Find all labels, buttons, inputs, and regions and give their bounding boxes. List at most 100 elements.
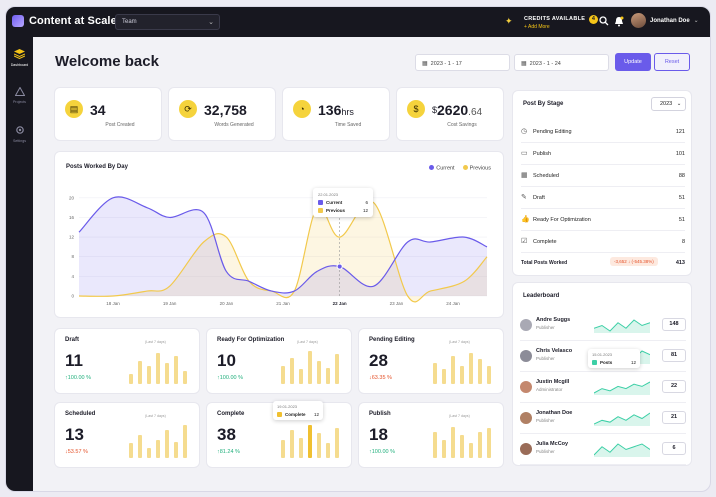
total-label: Total Posts Worked <box>521 260 568 266</box>
chart-plot[interactable]: 0 4 8 12 16 20 18 Jan 19 Jan 20 Jan 21 Jan 22 Jan 2… <box>55 152 503 317</box>
leader-name: Justin Mcgill <box>536 379 570 385</box>
data-point-current[interactable] <box>336 263 343 270</box>
metric-value: 38 <box>217 425 236 444</box>
stat-card-words: ⟳ 32,758 Words Generated <box>169 88 275 140</box>
stat-label: Words Generated <box>214 122 254 128</box>
stage-row[interactable]: ◷ Pending Editing 121 <box>521 121 685 143</box>
add-more-link[interactable]: + Add More <box>524 24 550 30</box>
posts-worked-chart: Posts Worked By Day Current Previous 0 4 8… <box>55 152 503 317</box>
sparkline-line <box>594 381 650 394</box>
leader-score: 22 <box>662 380 686 393</box>
post-by-stage-card: Post By Stage 2023 ⌄ ◷ Pending Editing 121… <box>513 91 691 275</box>
sparkline-line <box>594 443 650 456</box>
metric-bar <box>478 359 482 384</box>
stat-number: 2620 <box>437 102 469 118</box>
coins-icon: $ <box>407 100 425 118</box>
metric-bar-chart <box>433 351 491 384</box>
metric-bar <box>129 443 133 458</box>
leaderboard-row[interactable]: Andre Suggs Publisher 148 <box>520 311 686 341</box>
metric-bar <box>326 443 330 458</box>
tooltip-date: 22.01.2023 <box>318 192 339 197</box>
year-select[interactable]: 2023 ⌄ <box>651 97 686 111</box>
stat-decimal: .64 <box>468 107 483 118</box>
metric-value: 11 <box>65 351 83 370</box>
check-icon: ☑ <box>521 238 528 245</box>
leader-name: Chris Velasco <box>536 348 573 354</box>
sidebar-item-settings[interactable]: Settings <box>6 125 33 143</box>
bell-icon[interactable] <box>613 16 624 27</box>
leaderboard-row[interactable]: Jonathan Doe Publisher 21 <box>520 404 686 434</box>
stat-number: 32,758 <box>204 102 247 118</box>
stat-label: Time Saved <box>334 122 362 128</box>
tooltip-row-previous: Previous 12 <box>318 208 368 213</box>
sidebar-item-label: Projects <box>13 100 26 104</box>
metric-title: Scheduled <box>65 411 96 417</box>
update-button[interactable]: Update <box>615 53 651 71</box>
credits-label: CREDITS AVAILABLE 4 <box>524 15 599 24</box>
metric-change: ↑81.24 % <box>217 449 240 455</box>
series-line-previous[interactable] <box>78 200 488 303</box>
tooltip-value: 12 <box>313 412 319 417</box>
y-tick-label: 0 <box>71 294 74 299</box>
stat-number: 34 <box>90 102 106 118</box>
sidebar-item-projects[interactable]: Projects <box>6 86 33 104</box>
metric-bar <box>281 439 285 458</box>
tooltip-swatch <box>592 360 597 365</box>
date-to-value: 2023 - 1 - 24 <box>529 61 561 67</box>
legend-previous[interactable]: Previous <box>462 165 491 172</box>
date-to-input[interactable]: ▦ 2023 - 1 - 24 <box>514 54 609 71</box>
tooltip-swatch <box>318 208 323 213</box>
leader-score: 21 <box>662 411 686 424</box>
metric-bar <box>469 443 473 458</box>
avatar <box>520 443 532 455</box>
stat-card-posts: ▤ 34 Post Created <box>55 88 161 140</box>
date-from-input[interactable]: ▦ 2023 - 1 - 17 <box>415 54 510 71</box>
tooltip-value: 6 <box>365 200 368 205</box>
team-select[interactable]: Team ⌄ <box>115 14 220 30</box>
stage-row[interactable]: ☑ Complete 8 <box>521 231 685 253</box>
metric-change: ↑100.00 % <box>369 449 395 455</box>
credits-count-badge: 4 <box>589 15 599 24</box>
credits-text: CREDITS AVAILABLE <box>524 16 586 22</box>
sidebar-item-dashboard[interactable]: Dashboard <box>6 49 33 67</box>
metric-bar <box>433 431 437 458</box>
stage-row[interactable]: ▭ Publish 101 <box>521 143 685 165</box>
y-tick-label: 4 <box>71 274 74 279</box>
metric-value: 10 <box>217 351 236 370</box>
metric-bar-chart <box>129 425 187 458</box>
gear-icon <box>6 125 33 138</box>
stat-value: $2620.64 <box>432 102 482 118</box>
metric-value: 13 <box>65 425 84 444</box>
app-logo[interactable]: Content at Scale <box>12 15 117 27</box>
x-tick-label: 23 Jan <box>390 301 404 306</box>
y-tick-label: 20 <box>69 195 75 200</box>
series-line-current[interactable] <box>78 196 488 294</box>
x-tick-label: 20 Jan <box>220 301 234 306</box>
leaderboard-row[interactable]: Julia McCoy Publisher 6 <box>520 435 686 465</box>
tooltip-date: 15.01.2023 <box>592 352 613 357</box>
leaderboard-row[interactable]: Justin Mcgill Administrator 22 <box>520 373 686 403</box>
tooltip-swatch <box>277 412 282 417</box>
reset-button[interactable]: Reset <box>654 53 690 71</box>
stage-row[interactable]: ▦ Scheduled 88 <box>521 165 685 187</box>
y-tick-label: 8 <box>71 254 74 259</box>
stat-value: 32,758 <box>204 102 247 118</box>
metric-bar <box>174 355 178 384</box>
stat-unit: hrs <box>341 107 354 117</box>
search-icon[interactable] <box>598 16 609 27</box>
metric-card: Publish (Last 7 days) 18 ↑100.00 % <box>359 403 503 467</box>
metric-change: ↑100.00 % <box>65 375 91 381</box>
stage-row[interactable]: ✎ Draft 51 <box>521 187 685 209</box>
metric-period: (Last 7 days) <box>449 414 470 418</box>
draft-icon: ✎ <box>521 194 527 201</box>
stage-count: 121 <box>675 129 685 135</box>
thumbs-up-icon: 👍 <box>521 216 530 223</box>
legend-current[interactable]: Current <box>429 165 455 172</box>
stage-count: 88 <box>678 173 685 179</box>
metric-bar <box>290 357 294 384</box>
stage-row[interactable]: 👍 Ready For Optimization 51 <box>521 209 685 231</box>
metric-bar <box>308 351 312 384</box>
logo-mark-icon <box>12 15 24 27</box>
user-menu[interactable]: Jonathan Doe ⌄ <box>631 13 699 28</box>
tooltip-label: Posts <box>600 360 613 365</box>
